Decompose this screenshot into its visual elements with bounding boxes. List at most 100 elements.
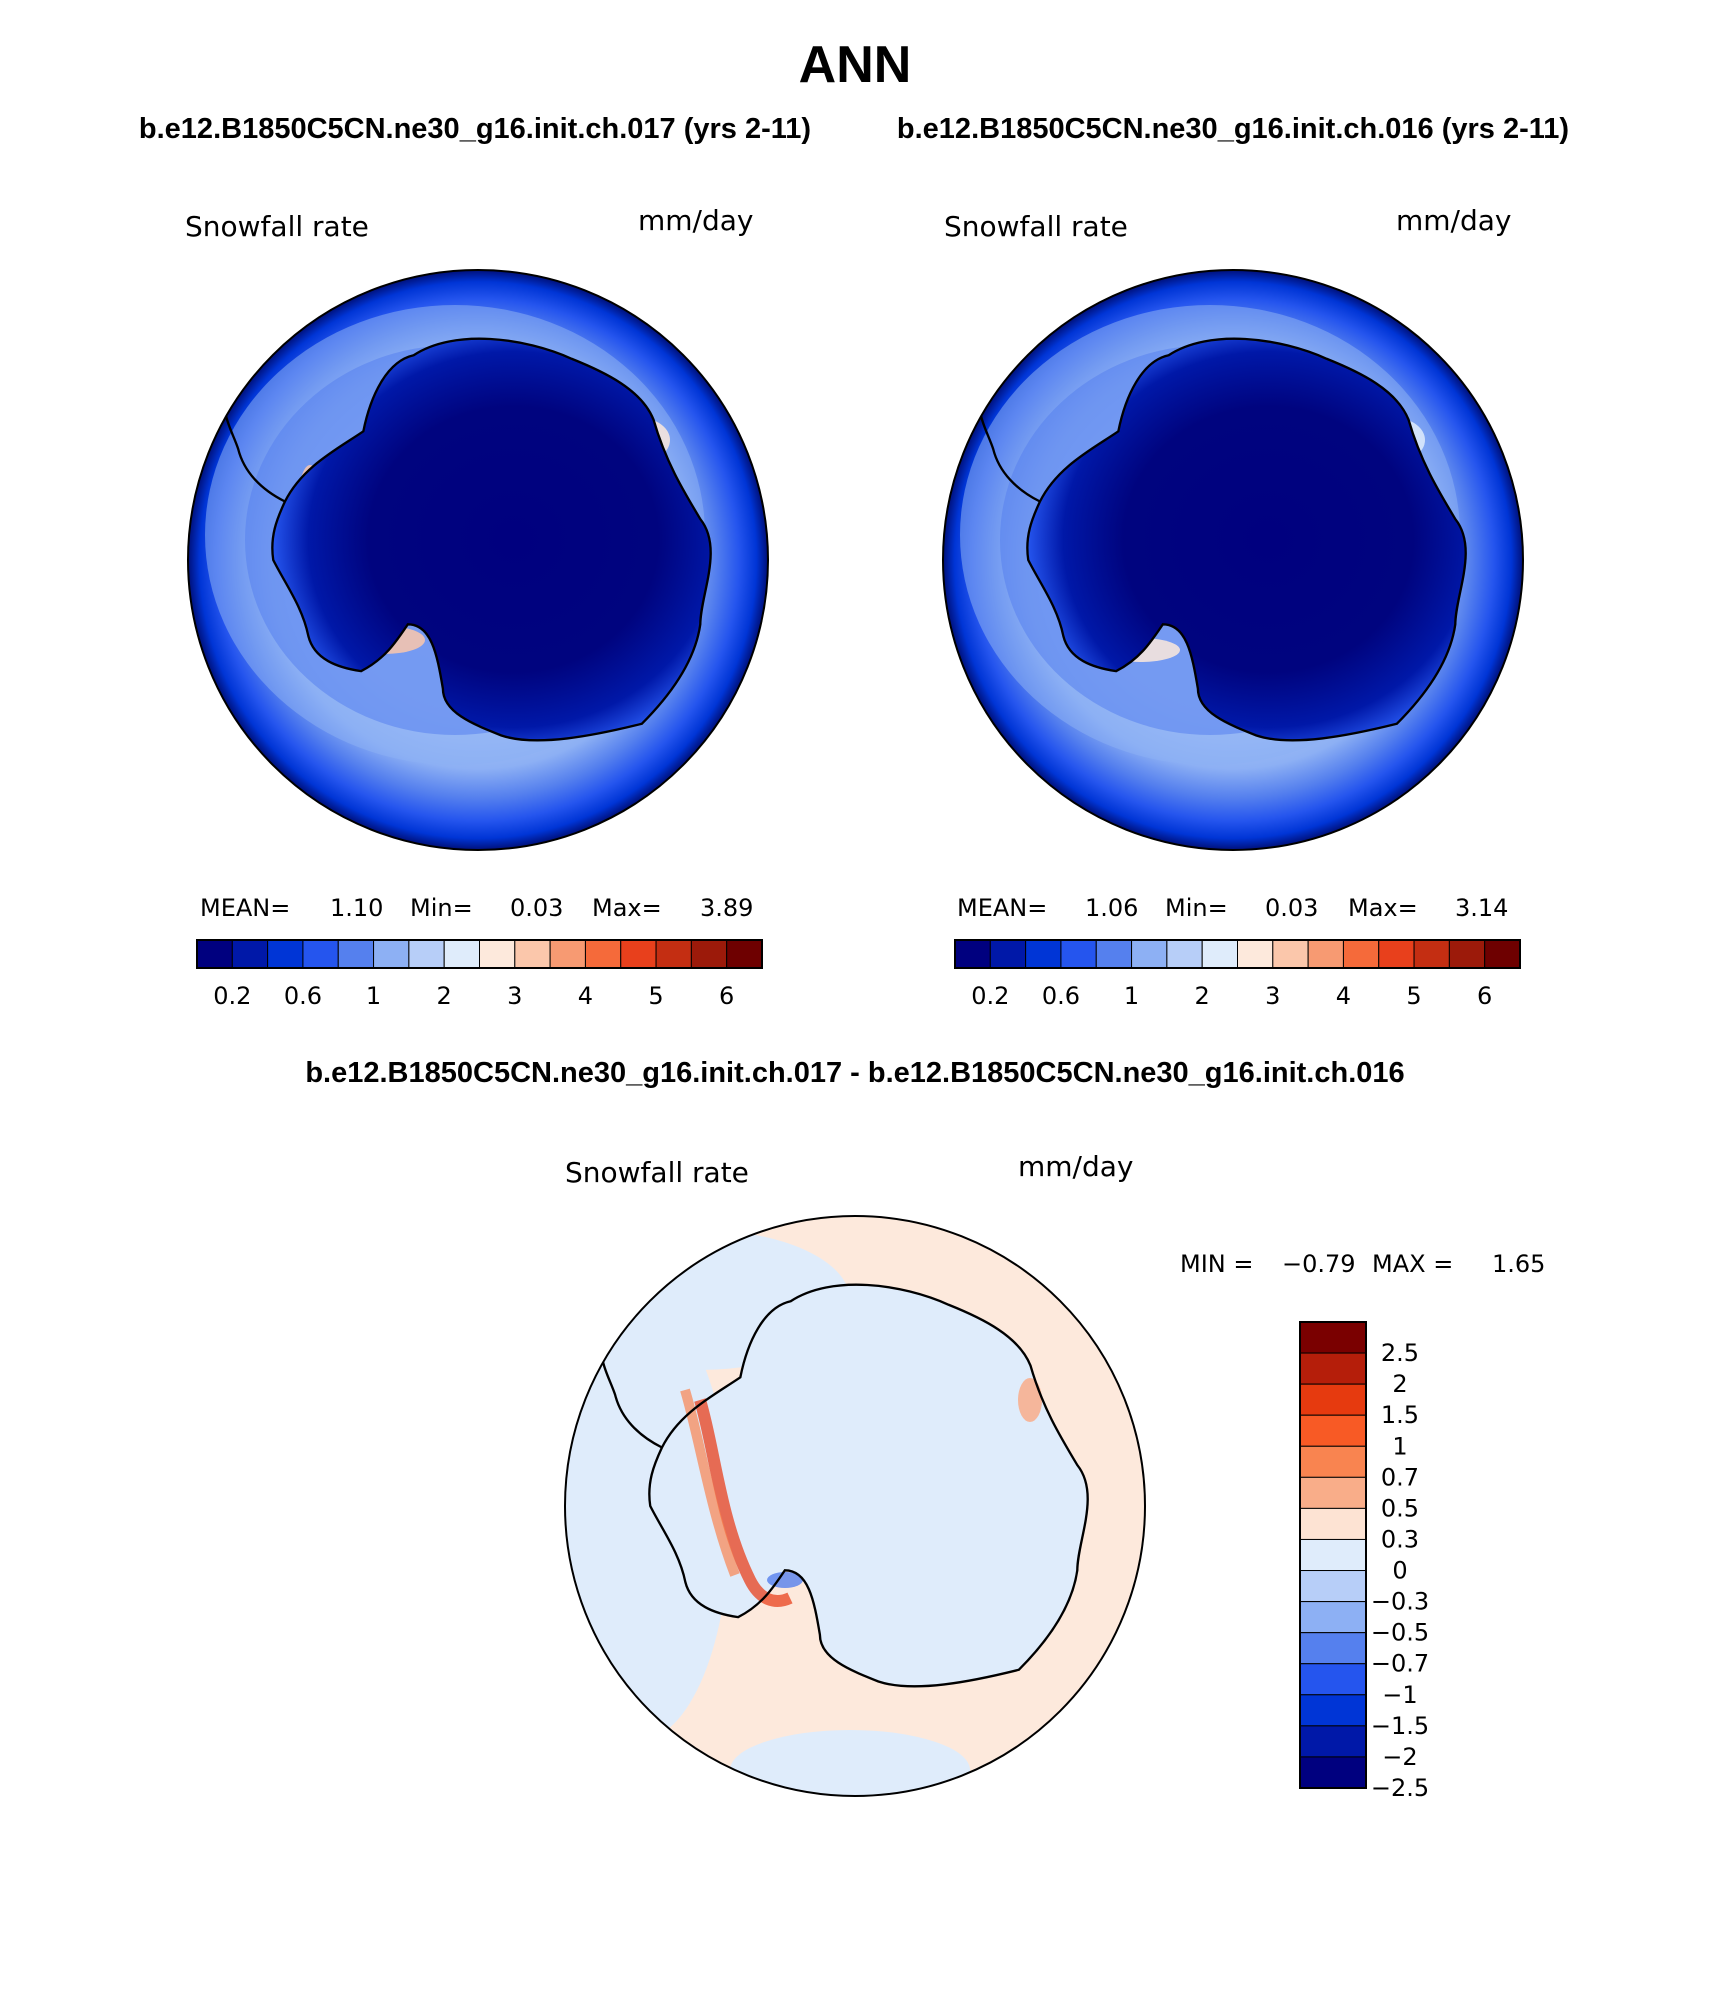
diff-colorbar-tick-label: −2.5 bbox=[1371, 1774, 1429, 1802]
panel-right-colorbar-swatch bbox=[1272, 939, 1309, 969]
panel-right-colorbar-tick-label: 0.2 bbox=[971, 982, 1009, 1010]
panel-left-colorbar-swatch bbox=[337, 939, 375, 969]
diff-colorbar-swatch bbox=[1299, 1663, 1367, 1696]
diff-colorbar-tick-label: 0.7 bbox=[1381, 1463, 1419, 1491]
panel-left-colorbar-swatch bbox=[196, 939, 233, 969]
diff-colorbar-tick-label: 1 bbox=[1392, 1432, 1407, 1460]
panel-right-colorbar-tick-label: 3 bbox=[1265, 982, 1280, 1010]
panel-diff-colorbar: 2.5 2 1.5 1 0.7 0.5 0.3 0 −0.3 −0.5 −0.7 −1 −1.5 −2 −2… bbox=[1299, 1321, 1429, 1802]
panel-left-map bbox=[188, 270, 768, 850]
panel-left-colorbar-swatch bbox=[408, 939, 445, 969]
panel-diff-min-label: MIN = bbox=[1180, 1250, 1253, 1278]
panel-right-colorbar-swatch bbox=[1413, 939, 1450, 969]
diff-colorbar-swatch bbox=[1299, 1632, 1367, 1665]
panel-right-map bbox=[943, 270, 1523, 850]
panel-diff-variable: Snowfall rate bbox=[565, 1156, 749, 1189]
panel-right-colorbar-swatch bbox=[1237, 939, 1274, 969]
panel-left-colorbar-swatch bbox=[584, 939, 622, 969]
panel-diff-units: mm/day bbox=[1018, 1150, 1134, 1183]
panel-left-mean-label: MEAN= bbox=[200, 894, 290, 922]
diff-colorbar-swatch bbox=[1299, 1694, 1367, 1727]
diff-colorbar-tick-label: 0 bbox=[1392, 1557, 1407, 1585]
panel-left-colorbar-swatch bbox=[231, 939, 269, 969]
panel-left-colorbar-tick-label: 0.2 bbox=[213, 982, 251, 1010]
diff-colorbar-tick-label: −1.5 bbox=[1371, 1712, 1429, 1740]
panel-right-min-value: 0.03 bbox=[1265, 894, 1318, 922]
panel-left-colorbar-tick-label: 0.6 bbox=[284, 982, 322, 1010]
diff-colorbar-tick-label: 0.3 bbox=[1381, 1525, 1419, 1553]
panel-left-colorbar-tick-label: 3 bbox=[507, 982, 522, 1010]
panel-right-colorbar-swatch bbox=[1484, 939, 1521, 969]
panel-left-colorbar-swatch bbox=[302, 939, 339, 969]
panel-left-units: mm/day bbox=[638, 204, 754, 237]
panel-right-mean-value: 1.06 bbox=[1085, 894, 1138, 922]
panel-left-colorbar-tick-label: 2 bbox=[437, 982, 452, 1010]
panel-right-colorbar-swatch bbox=[1060, 939, 1097, 969]
panel-left-colorbar-swatch bbox=[549, 939, 586, 969]
panel-right-colorbar-swatch bbox=[1025, 939, 1062, 969]
panel-right-colorbar: 0.2 0.6 1 2 3 4 5 6 bbox=[954, 939, 1521, 1010]
panel-right-colorbar-tick-label: 2 bbox=[1195, 982, 1210, 1010]
panel-right-units: mm/day bbox=[1396, 204, 1512, 237]
figure-title: ANN bbox=[799, 36, 912, 94]
panel-left-colorbar-swatch bbox=[479, 939, 516, 969]
diff-colorbar-swatch bbox=[1299, 1383, 1367, 1416]
diff-colorbar-tick-label: 0.5 bbox=[1381, 1494, 1419, 1522]
panel-left: Snowfall rate mm/day MEAN= 1.10 Min= 0.0… bbox=[185, 204, 769, 1010]
panel-right-max-label: Max= bbox=[1348, 894, 1418, 922]
top-left-case-title: b.e12.B1850C5CN.ne30_g16.init.ch.017 (yr… bbox=[139, 113, 811, 145]
diff-colorbar-tick-label: −0.7 bbox=[1371, 1650, 1429, 1678]
diff-title: b.e12.B1850C5CN.ne30_g16.init.ch.017 - b… bbox=[305, 1057, 1404, 1089]
diff-colorbar-swatch bbox=[1299, 1756, 1367, 1789]
panel-right-colorbar-swatch bbox=[1166, 939, 1203, 969]
panel-left-variable: Snowfall rate bbox=[185, 210, 369, 243]
panel-left-mean-value: 1.10 bbox=[330, 894, 383, 922]
diff-colorbar-tick-label: 1.5 bbox=[1381, 1401, 1419, 1429]
panel-left-colorbar-frame bbox=[196, 939, 763, 969]
panel-left-max-value: 3.89 bbox=[700, 894, 753, 922]
panel-right-max-value: 3.14 bbox=[1455, 894, 1508, 922]
diff-colorbar-swatch bbox=[1299, 1352, 1367, 1385]
diff-colorbar-frame bbox=[1299, 1321, 1367, 1789]
panel-diff: Snowfall rate mm/day MIN = −0.79 MAX = 1… bbox=[564, 1150, 1545, 1802]
panel-right-colorbar-tick-label: 6 bbox=[1477, 982, 1492, 1010]
diff-colorbar-swatch bbox=[1299, 1570, 1367, 1603]
panel-left-min-value: 0.03 bbox=[510, 894, 563, 922]
diff-colorbar-swatch bbox=[1299, 1445, 1367, 1478]
panel-right-variable: Snowfall rate bbox=[944, 210, 1128, 243]
panel-right-colorbar-swatch bbox=[1095, 939, 1133, 969]
diff-colorbar-tick-label: −2 bbox=[1382, 1743, 1417, 1771]
diff-colorbar-tick-label: −0.3 bbox=[1371, 1588, 1429, 1616]
panel-right-colorbar-tick-label: 1 bbox=[1124, 982, 1139, 1010]
panel-diff-max-label: MAX = bbox=[1372, 1250, 1453, 1278]
panel-left-colorbar-swatch bbox=[690, 939, 728, 969]
panel-right-colorbar-swatch bbox=[1342, 939, 1380, 969]
panel-right-colorbar-swatch bbox=[954, 939, 991, 969]
panel-left-colorbar-tick-label: 6 bbox=[719, 982, 734, 1010]
panel-right-colorbar-swatch bbox=[1131, 939, 1168, 969]
diff-colorbar-swatch bbox=[1299, 1538, 1367, 1572]
diff-colorbar-swatch bbox=[1299, 1476, 1367, 1509]
diff-colorbar-tick-label: −0.5 bbox=[1371, 1619, 1429, 1647]
panel-right: Snowfall rate mm/day MEAN= 1.06 Min= 0.0… bbox=[942, 204, 1524, 1010]
diff-colorbar-swatch bbox=[1299, 1507, 1367, 1540]
panel-right-min-label: Min= bbox=[1165, 894, 1228, 922]
diff-colorbar-swatch bbox=[1299, 1321, 1367, 1354]
panel-left-colorbar-swatch bbox=[443, 939, 480, 969]
panel-right-mean-label: MEAN= bbox=[957, 894, 1047, 922]
panel-left-colorbar-swatch bbox=[620, 939, 657, 969]
panel-left-colorbar-swatch bbox=[267, 939, 304, 969]
diff-colorbar-tick-label: 2 bbox=[1392, 1370, 1407, 1398]
panel-diff-min-value: −0.79 bbox=[1282, 1250, 1356, 1278]
panel-right-colorbar-tick-label: 5 bbox=[1406, 982, 1421, 1010]
panel-left-colorbar: 0.2 0.6 1 2 3 4 5 6 bbox=[196, 939, 763, 1010]
panel-left-colorbar-tick-label: 5 bbox=[648, 982, 663, 1010]
top-right-case-title: b.e12.B1850C5CN.ne30_g16.init.ch.016 (yr… bbox=[897, 113, 1569, 145]
panel-right-colorbar-swatch bbox=[1201, 939, 1238, 969]
panel-left-max-label: Max= bbox=[592, 894, 662, 922]
panel-diff-max-value: 1.65 bbox=[1492, 1250, 1545, 1278]
panel-right-colorbar-tick-label: 0.6 bbox=[1042, 982, 1080, 1010]
panel-left-colorbar-tick-label: 1 bbox=[366, 982, 381, 1010]
diff-colorbar-swatch bbox=[1299, 1601, 1367, 1634]
